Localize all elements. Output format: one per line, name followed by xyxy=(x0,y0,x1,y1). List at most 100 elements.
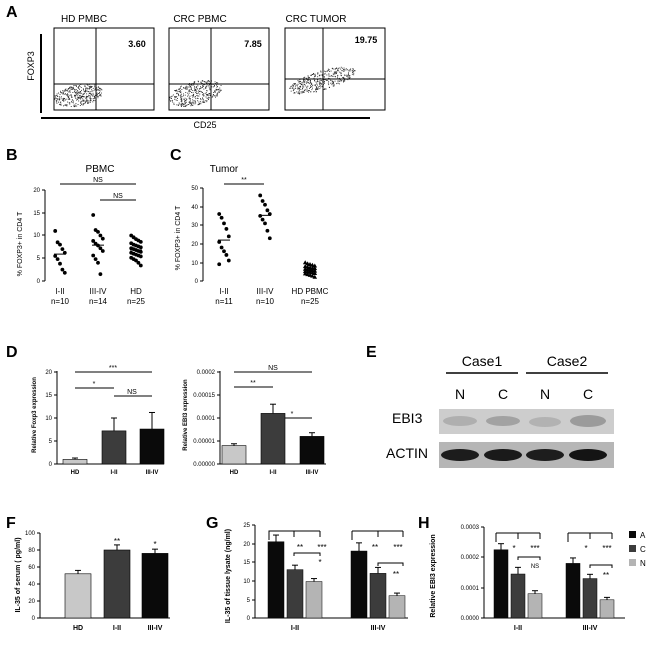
flow-event-dot xyxy=(194,101,196,103)
flow-event-dot xyxy=(92,95,94,97)
flow-event-dot xyxy=(322,88,324,90)
flow-event-dot xyxy=(216,82,217,84)
flow-event-dot xyxy=(292,86,294,88)
flow-event-dot xyxy=(83,101,85,102)
flow-event-dot xyxy=(87,96,88,97)
flow-event-dot xyxy=(94,86,96,88)
flow-event-dot xyxy=(310,80,311,82)
flow-event-dot xyxy=(300,81,302,83)
flow-event-dot xyxy=(179,92,181,93)
flow-event-dot xyxy=(55,99,57,101)
flow-event-dot xyxy=(313,91,315,92)
flow-event-dot xyxy=(298,89,300,91)
panel-d-right-xlabels: HD I-II III-IV xyxy=(230,470,319,476)
y-tick: 0.00015 xyxy=(193,393,215,399)
flow-event-dot xyxy=(335,71,337,73)
flow-event-dot xyxy=(96,93,98,95)
data-point xyxy=(226,258,231,263)
flow-event-dot xyxy=(341,70,343,72)
flow-event-dot xyxy=(80,87,82,88)
flow-event-dot xyxy=(185,87,187,89)
flow-event-dot xyxy=(305,77,307,79)
flow-event-dot xyxy=(86,98,88,100)
flow-event-dot xyxy=(179,87,181,89)
flow-event-dot xyxy=(324,88,326,90)
flow-event-dot xyxy=(352,72,354,73)
flow-event-dot xyxy=(94,84,96,86)
flow-event-dot xyxy=(328,77,329,79)
flow-event-dot xyxy=(66,104,68,106)
legend-swatch xyxy=(629,559,636,566)
flow-event-dot xyxy=(100,92,102,94)
flow-event-dot xyxy=(330,75,332,76)
flow-event-dot xyxy=(304,85,306,87)
flow-event-dot xyxy=(90,98,92,100)
flow-event-dot xyxy=(174,96,176,97)
flow-event-dot xyxy=(315,89,317,90)
flow-event-dot xyxy=(86,90,88,92)
flow-event-dot xyxy=(183,103,185,105)
flow-event-dot xyxy=(217,82,219,84)
flow-event-dot xyxy=(55,97,57,99)
flow-event-dot xyxy=(87,88,89,90)
flow-event-dot xyxy=(315,84,316,86)
flow-event-dot xyxy=(194,90,196,92)
flow-event-dot xyxy=(320,71,322,73)
flow-event-dot xyxy=(57,98,59,100)
flow-event-dot xyxy=(78,85,80,86)
y-tick: 5 xyxy=(247,598,251,604)
flow-event-dot xyxy=(191,102,193,104)
flow-event-dot xyxy=(323,84,324,86)
panel-h-letter: H xyxy=(418,515,430,532)
flow-event-dot xyxy=(346,74,348,76)
flow-event-dot xyxy=(314,74,316,76)
flow-plot-title: CRC PBMC xyxy=(173,14,226,25)
flow-event-dot xyxy=(322,74,324,76)
flow-event-dot xyxy=(303,77,305,78)
flow-event-dot xyxy=(62,93,64,95)
flow-event-dot xyxy=(296,91,298,93)
flow-event-dot xyxy=(74,92,76,93)
flow-event-dot xyxy=(59,93,61,95)
flow-event-dot xyxy=(343,77,345,79)
flow-event-dot xyxy=(88,95,90,97)
data-point xyxy=(224,253,229,257)
data-point xyxy=(265,228,270,233)
panel-b-title: PBMC xyxy=(86,164,115,175)
data-point xyxy=(96,229,100,234)
flow-event-dot xyxy=(207,98,209,100)
flow-event-dot xyxy=(329,78,331,79)
flow-event-dot xyxy=(338,78,340,80)
flow-event-dot xyxy=(319,84,320,86)
flow-event-dot xyxy=(303,79,305,81)
flow-event-dot xyxy=(336,73,337,74)
flow-event-dot xyxy=(219,90,221,92)
panel-c: C Tumor % FOXP3+ in CD4 T 0 10 20 30 40 … xyxy=(170,147,329,306)
flow-event-dot xyxy=(202,94,204,95)
flow-event-dot xyxy=(189,102,191,104)
data-point xyxy=(302,260,308,265)
flow-event-dot xyxy=(339,80,341,82)
flow-event-dot xyxy=(319,83,321,84)
flow-event-dot xyxy=(68,102,70,104)
flow-event-dot xyxy=(69,87,71,88)
flow-event-dot xyxy=(331,84,333,86)
flow-event-dot xyxy=(324,78,326,80)
flow-event-dot xyxy=(317,84,318,86)
flow-event-dot xyxy=(217,94,218,96)
flow-event-dot xyxy=(217,92,219,94)
flow-event-dot xyxy=(89,92,90,94)
flow-event-dot xyxy=(187,86,189,88)
flow-event-dot xyxy=(91,89,93,91)
data-point xyxy=(217,212,222,216)
flow-event-dot xyxy=(318,82,320,84)
flow-event-dot xyxy=(216,89,218,91)
flow-event-dot xyxy=(180,93,182,95)
data-point xyxy=(260,217,265,222)
flow-event-dot xyxy=(172,101,173,103)
flow-event-dot xyxy=(74,90,76,92)
flow-event-dot xyxy=(304,82,306,83)
flow-event-dot xyxy=(217,89,219,91)
flow-plot-crc-pbmc: CRC PBMC 7.85 xyxy=(168,14,270,111)
flow-event-dot xyxy=(202,99,204,101)
